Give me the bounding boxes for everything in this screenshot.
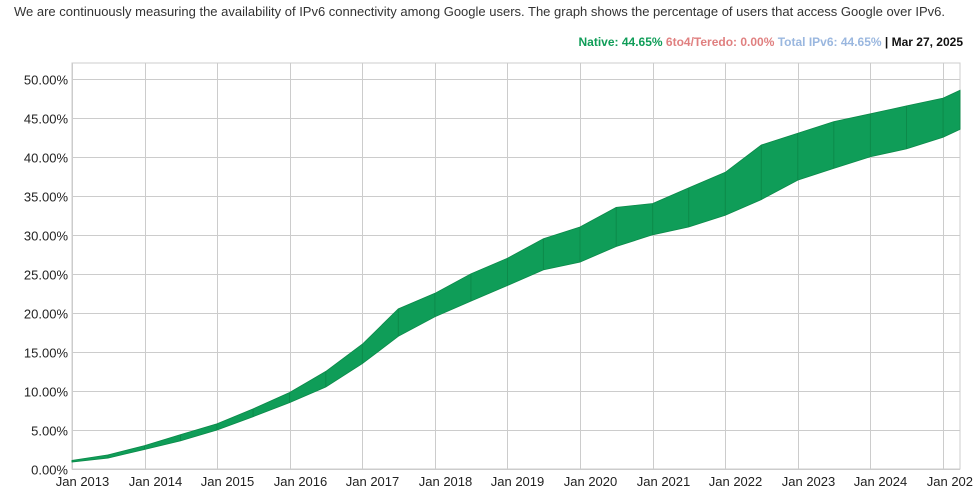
legend-native: Native: 44.65% — [578, 35, 663, 49]
y-tick-label: 10.00% — [24, 385, 69, 400]
x-tick-label: Jan 2022 — [709, 474, 763, 489]
legend-teredo: 6to4/Teredo: 0.00% — [665, 35, 775, 49]
grid-layer — [71, 62, 961, 470]
x-tick-label: Jan 2013 — [56, 474, 110, 489]
y-tick-label: 50.00% — [24, 73, 69, 88]
y-tick-label: 15.00% — [24, 346, 69, 361]
y-tick-label: 30.00% — [24, 229, 69, 244]
y-tick-label: 0.00% — [31, 463, 68, 478]
x-tick-label: Jan 2023 — [782, 474, 836, 489]
x-tick-label: Jan 2021 — [637, 474, 691, 489]
x-tick-label: Jan 2020 — [564, 474, 618, 489]
y-tick-label: 35.00% — [24, 190, 69, 205]
y-tick-label: 5.00% — [31, 424, 68, 439]
x-tick-label: Jan 2019 — [491, 474, 545, 489]
series-layer — [71, 89, 961, 463]
x-tick-label: Jan 2015 — [201, 474, 255, 489]
x-tick-label: Jan 2018 — [419, 474, 473, 489]
x-tick-label: Jan 2017 — [346, 474, 400, 489]
x-tick-label: Jan 2014 — [129, 474, 183, 489]
legend-total: Total IPv6: 44.65% — [777, 35, 882, 49]
x-tick-label: Jan 2016 — [274, 474, 328, 489]
chart-description: We are continuously measuring the availa… — [14, 4, 945, 19]
axis-layer: 0.00% 5.00% 10.00% 15.00% 20.00% 25.00% 30.00%… — [24, 73, 973, 490]
x-tick-label: Jan 2025 — [927, 474, 973, 489]
legend-date: Mar 27, 2025 — [891, 35, 963, 49]
chart-legend: Native: 44.65% 6to4/Teredo: 0.00% Total … — [579, 35, 963, 49]
y-tick-label: 45.00% — [24, 112, 69, 127]
series-band-native — [71, 89, 961, 463]
y-tick-label: 25.00% — [24, 268, 69, 283]
y-tick-label: 40.00% — [24, 151, 69, 166]
legend-separator: | — [884, 35, 889, 49]
y-tick-label: 20.00% — [24, 307, 69, 322]
x-tick-label: Jan 2024 — [854, 474, 908, 489]
